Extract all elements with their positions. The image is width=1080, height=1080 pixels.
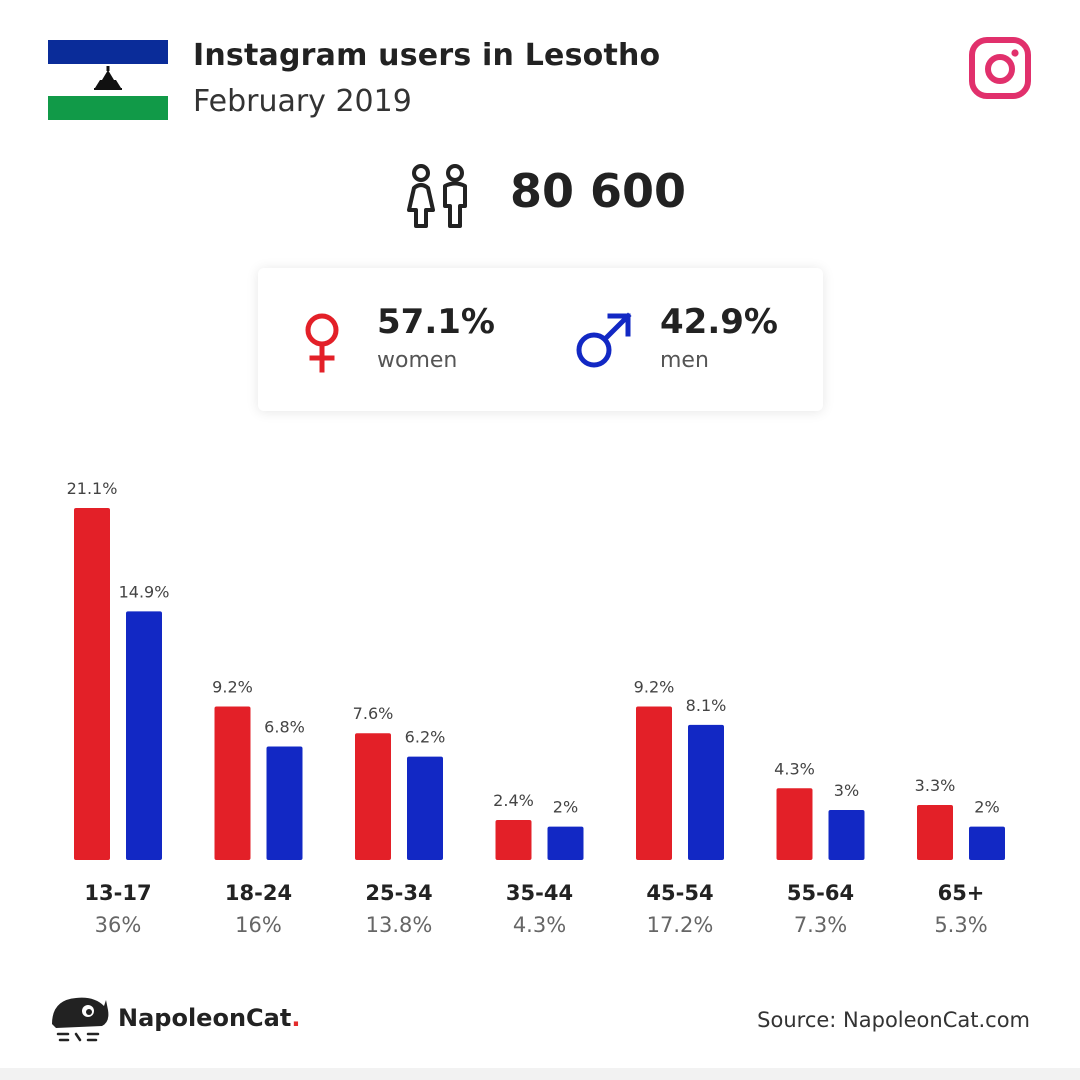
category-label: 55-64 [787, 881, 854, 905]
bar [126, 611, 162, 860]
women-percentage: 57.1% [377, 302, 495, 342]
data-label: 3.3% [915, 776, 956, 795]
data-label: 4.3% [774, 759, 815, 778]
bar [266, 746, 303, 860]
men-percentage: 42.9% [660, 302, 778, 342]
lesotho-flag-icon [48, 40, 168, 120]
page-title: Instagram users in Lesotho [193, 38, 661, 73]
data-label: 2.4% [493, 791, 534, 810]
women-label: women [377, 348, 458, 373]
age-gender-bar-chart: 21.1% 14.9% 13-17 36% 9.2% 6.8% 18-24 16% 7.6% 6.… [67, 479, 1005, 937]
bar [547, 826, 584, 860]
data-label: 3% [834, 781, 859, 800]
bar [636, 706, 672, 860]
men-label: men [660, 348, 709, 373]
bar [969, 826, 1005, 860]
category-total: 5.3% [934, 913, 987, 937]
category-total: 13.8% [366, 913, 433, 937]
data-label: 9.2% [634, 678, 675, 697]
data-label: 6.8% [264, 718, 305, 737]
bar [407, 756, 443, 860]
data-label: 2% [553, 798, 578, 817]
bar [214, 706, 251, 860]
napoleoncat-logo-icon [52, 997, 109, 1042]
bar [495, 819, 532, 860]
data-label: 8.1% [686, 696, 727, 715]
gender-card: 57.1% women 42.9% men [258, 268, 823, 411]
category-total: 7.3% [794, 913, 847, 937]
bar [776, 788, 813, 860]
people-icon [407, 164, 467, 228]
data-label: 6.2% [405, 728, 446, 747]
data-label: 14.9% [119, 582, 170, 601]
category-label: 65+ [938, 881, 985, 905]
data-label: 21.1% [67, 479, 118, 498]
male-symbol-icon [576, 312, 632, 368]
category-label: 25-34 [365, 881, 432, 905]
source-text: Source: NapoleonCat.com [757, 1008, 1030, 1032]
data-label: 9.2% [212, 678, 253, 697]
brand-name: NapoleonCat. [118, 1004, 301, 1032]
category-total: 16% [235, 913, 282, 937]
instagram-icon [969, 37, 1031, 99]
category-label: 13-17 [84, 881, 151, 905]
category-label: 45-54 [646, 881, 713, 905]
data-label: 2% [974, 798, 999, 817]
bar [917, 804, 953, 860]
total-users: 80 600 [510, 164, 687, 218]
category-label: 35-44 [506, 881, 573, 905]
bar [688, 724, 724, 860]
bottom-strip [0, 1068, 1080, 1080]
bar [74, 508, 110, 860]
female-symbol-icon [305, 313, 339, 373]
category-total: 36% [95, 913, 142, 937]
category-total: 4.3% [513, 913, 566, 937]
category-label: 18-24 [225, 881, 292, 905]
bar [355, 733, 391, 860]
bar [828, 809, 865, 860]
category-total: 17.2% [647, 913, 714, 937]
page-subtitle: February 2019 [193, 84, 412, 119]
data-label: 7.6% [353, 704, 394, 723]
